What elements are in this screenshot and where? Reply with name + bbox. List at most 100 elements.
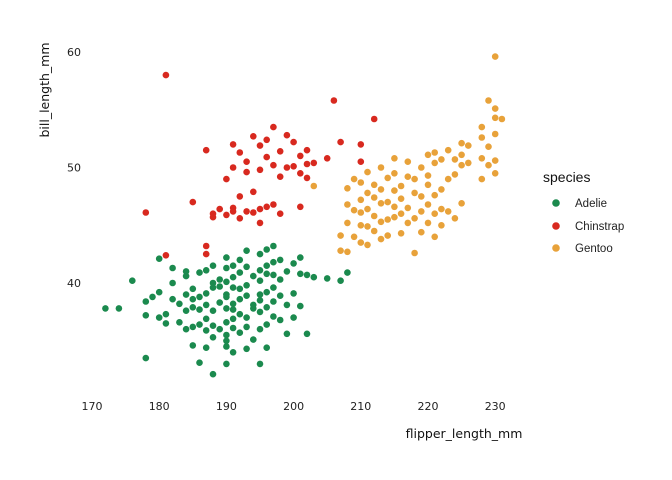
- point-gentoo-71: [451, 215, 459, 222]
- point-adelie-66: [229, 349, 237, 356]
- point-gentoo-85: [485, 143, 492, 150]
- point-gentoo-70: [444, 146, 452, 154]
- x-tick-label-220: 220: [418, 400, 439, 413]
- point-gentoo-77: [458, 139, 465, 147]
- point-adelie-18: [182, 291, 190, 298]
- point-chinstrap-12: [229, 141, 237, 148]
- point-gentoo-47: [411, 215, 418, 222]
- point-chinstrap-36: [276, 173, 284, 180]
- point-gentoo-24: [377, 235, 385, 243]
- point-adelie-108: [276, 316, 284, 324]
- point-adelie-20: [182, 268, 190, 275]
- point-adelie-46: [216, 299, 223, 306]
- point-gentoo-10: [357, 239, 365, 246]
- point-chinstrap-47: [303, 174, 311, 182]
- point-adelie-96: [263, 304, 271, 311]
- point-adelie-52: [223, 293, 230, 301]
- legend-title: species: [543, 169, 590, 185]
- point-adelie-85: [256, 267, 264, 274]
- point-adelie-87: [256, 308, 264, 316]
- point-gentoo-13: [357, 196, 365, 204]
- point-gentoo-86: [485, 97, 492, 104]
- point-adelie-47: [216, 325, 223, 333]
- point-adelie-26: [189, 342, 197, 349]
- y-axis-title: bill_length_mm: [37, 42, 52, 137]
- point-gentoo-2: [337, 232, 344, 239]
- point-adelie-124: [344, 269, 351, 276]
- point-gentoo-63: [431, 149, 439, 156]
- point-chinstrap-33: [270, 161, 277, 169]
- point-gentoo-8: [350, 206, 358, 214]
- point-adelie-95: [263, 288, 271, 296]
- point-adelie-29: [196, 306, 203, 313]
- point-gentoo-9: [350, 175, 358, 183]
- point-gentoo-20: [370, 227, 378, 235]
- point-chinstrap-25: [256, 142, 264, 149]
- legend-key-adelie: [552, 199, 560, 207]
- point-adelie-102: [270, 284, 277, 291]
- point-adelie-5: [142, 354, 150, 362]
- point-adelie-112: [283, 330, 291, 338]
- point-gentoo-7: [350, 233, 358, 241]
- point-gentoo-92: [491, 53, 499, 60]
- point-gentoo-72: [451, 171, 459, 178]
- point-adelie-32: [202, 267, 210, 274]
- point-chinstrap-29: [263, 136, 271, 144]
- point-adelie-24: [189, 285, 197, 293]
- point-gentoo-82: [478, 134, 486, 141]
- point-gentoo-22: [370, 194, 378, 201]
- point-adelie-42: [209, 334, 217, 341]
- point-gentoo-14: [357, 179, 365, 186]
- point-gentoo-64: [438, 222, 445, 229]
- point-chinstrap-39: [283, 164, 291, 171]
- point-chinstrap-22: [250, 133, 257, 140]
- point-adelie-60: [229, 284, 237, 291]
- point-adelie-92: [256, 360, 264, 368]
- point-gentoo-50: [418, 228, 425, 236]
- point-chinstrap-19: [243, 158, 250, 165]
- point-gentoo-34: [391, 203, 398, 211]
- point-adelie-55: [223, 331, 230, 339]
- point-adelie-86: [256, 291, 264, 298]
- points-layer: [102, 53, 506, 378]
- point-chinstrap-23: [250, 188, 257, 196]
- point-adelie-6: [149, 293, 156, 301]
- point-adelie-3: [142, 312, 150, 319]
- point-gentoo-11: [357, 222, 365, 229]
- point-chinstrap-5: [202, 242, 210, 250]
- point-adelie-83: [250, 305, 257, 312]
- point-chinstrap-48: [310, 159, 318, 167]
- point-adelie-27: [196, 269, 203, 276]
- point-chinstrap-45: [303, 146, 311, 154]
- point-adelie-90: [256, 325, 264, 333]
- point-chinstrap-13: [229, 164, 237, 171]
- point-chinstrap-6: [202, 250, 210, 258]
- point-adelie-4: [142, 298, 150, 305]
- point-chinstrap-26: [256, 166, 264, 174]
- point-adelie-19: [182, 272, 190, 280]
- x-tick-label-170: 170: [82, 400, 103, 413]
- point-adelie-111: [283, 301, 291, 309]
- point-adelie-98: [263, 262, 271, 270]
- point-gentoo-39: [397, 210, 405, 217]
- point-adelie-7: [155, 288, 163, 296]
- point-gentoo-23: [370, 181, 378, 189]
- point-adelie-100: [270, 242, 277, 250]
- point-gentoo-43: [404, 204, 412, 212]
- point-gentoo-78: [465, 159, 472, 167]
- point-gentoo-74: [458, 200, 465, 207]
- point-adelie-91: [256, 297, 264, 304]
- point-chinstrap-3: [189, 198, 197, 206]
- point-adelie-49: [223, 264, 230, 272]
- point-adelie-67: [229, 324, 237, 332]
- point-gentoo-52: [418, 193, 425, 200]
- x-axis-ticks: 170 180 190 200 210 220 230: [82, 400, 506, 413]
- point-adelie-22: [189, 304, 197, 311]
- point-gentoo-38: [397, 230, 405, 237]
- x-tick-label-200: 200: [283, 400, 304, 413]
- point-adelie-64: [229, 273, 237, 281]
- point-gentoo-31: [384, 198, 392, 206]
- point-adelie-69: [236, 295, 244, 303]
- y-tick-label-60: 60: [67, 46, 81, 59]
- point-gentoo-65: [438, 205, 445, 213]
